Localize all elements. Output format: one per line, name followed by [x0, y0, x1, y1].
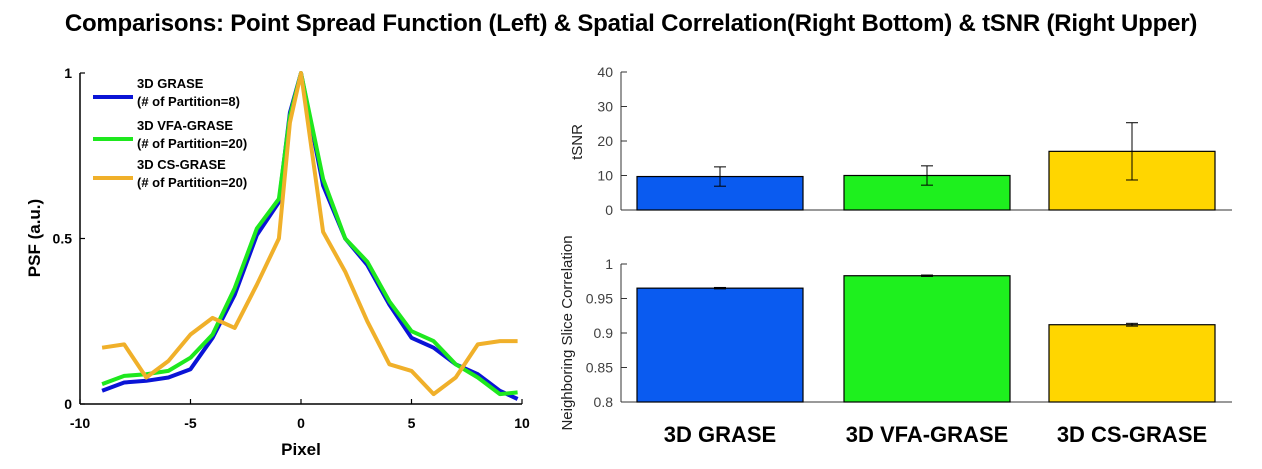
psf-x-tick-label: 0: [297, 415, 305, 431]
category-label: 3D CS-GRASE: [1057, 422, 1207, 447]
legend-label: 3D GRASE: [137, 76, 204, 91]
tsnr-y-tick-label: 0: [605, 202, 613, 218]
corr-y-tick-label: 0.95: [586, 291, 613, 307]
psf-y-axis-label: PSF (a.u.): [25, 199, 44, 277]
tsnr-y-tick-label: 20: [597, 133, 613, 149]
category-label: 3D VFA-GRASE: [846, 422, 1009, 447]
tsnr-y-axis-label: tSNR: [569, 124, 586, 160]
category-label: 3D GRASE: [664, 422, 776, 447]
psf-chart: -10 -5 0 5 10 0 0.5 1 Pixel PSF (a.u.) 3D GRASE…: [25, 65, 530, 459]
corr-y-tick-label: 1: [605, 256, 613, 272]
tsnr-y-tick-label: 30: [597, 99, 613, 115]
corr-bar-3: [1048, 324, 1216, 403]
psf-series-line-3: [101, 71, 518, 397]
corr-y-tick-label: 0.9: [594, 325, 614, 341]
legend-label: 3D CS-GRASE: [137, 157, 226, 172]
correlation-chart: 0.8 0.85 0.9 0.95 1 Neighboring Slice Correl…: [559, 235, 1232, 447]
legend-label-detail: (# of Partition=8): [137, 94, 240, 109]
psf-x-tick-label: -5: [184, 415, 197, 431]
legend-label-detail: (# of Partition=20): [137, 175, 247, 190]
psf-x-axis-label: Pixel: [281, 440, 321, 459]
psf-x-tick-label: 5: [408, 415, 416, 431]
main-title: Comparisons: Point Spread Function (Left…: [64, 10, 1198, 37]
psf-x-tick-label: -10: [70, 415, 90, 431]
psf-legend: 3D GRASE (# of Partition=8) 3D VFA-GRASE (#…: [93, 76, 247, 190]
corr-y-tick-label: 0.85: [586, 360, 613, 376]
corr-y-axis-label: Neighboring Slice Correlation: [559, 235, 576, 430]
psf-x-tick-label: 10: [514, 415, 530, 431]
corr-bar-1: [636, 287, 804, 403]
tsnr-chart: 0 10 20 30 40 tSNR: [569, 64, 1232, 218]
tsnr-y-tick-label: 10: [597, 168, 613, 184]
tsnr-y-tick-label: 40: [597, 64, 613, 80]
psf-y-tick-label: 0: [64, 396, 72, 412]
corr-bar-2: [843, 275, 1011, 403]
corr-y-tick-label: 0.8: [594, 394, 614, 410]
legend-label: 3D VFA-GRASE: [137, 118, 233, 133]
legend-label-detail: (# of Partition=20): [137, 136, 247, 151]
psf-y-tick-label: 0.5: [53, 231, 73, 247]
psf-y-tick-label: 1: [64, 65, 72, 81]
